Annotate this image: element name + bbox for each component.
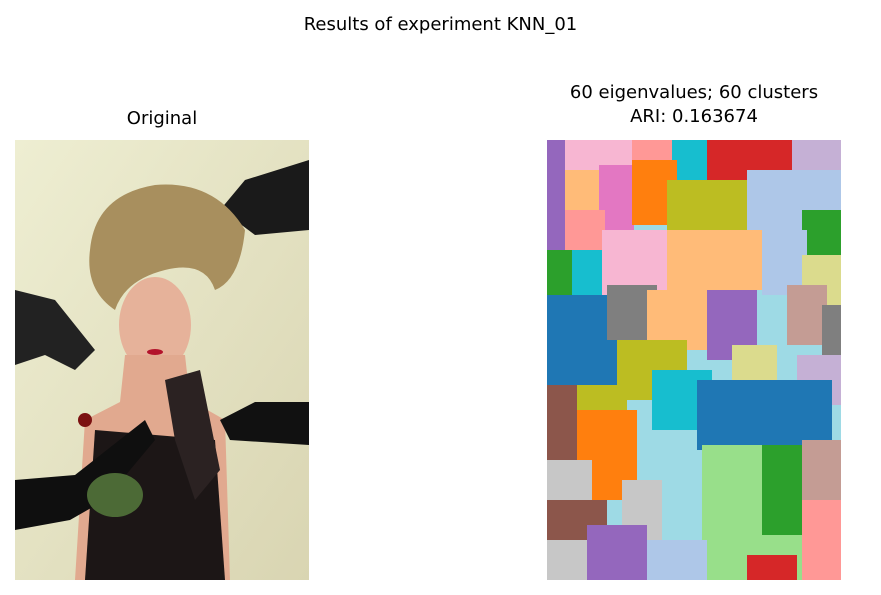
segmentation-image	[547, 140, 841, 580]
original-panel-title: Original	[126, 108, 198, 129]
segmentation-title-line1: 60 eigenvalues; 60 clusters	[569, 82, 819, 103]
segmentation-panel-title: 60 eigenvalues; 60 clusters ARI: 0.16367…	[547, 81, 841, 129]
figure-title: Results of experiment KNN_01	[303, 14, 578, 35]
segmentation-title-ari: ARI: 0.163674	[630, 106, 758, 127]
original-image	[15, 140, 309, 580]
